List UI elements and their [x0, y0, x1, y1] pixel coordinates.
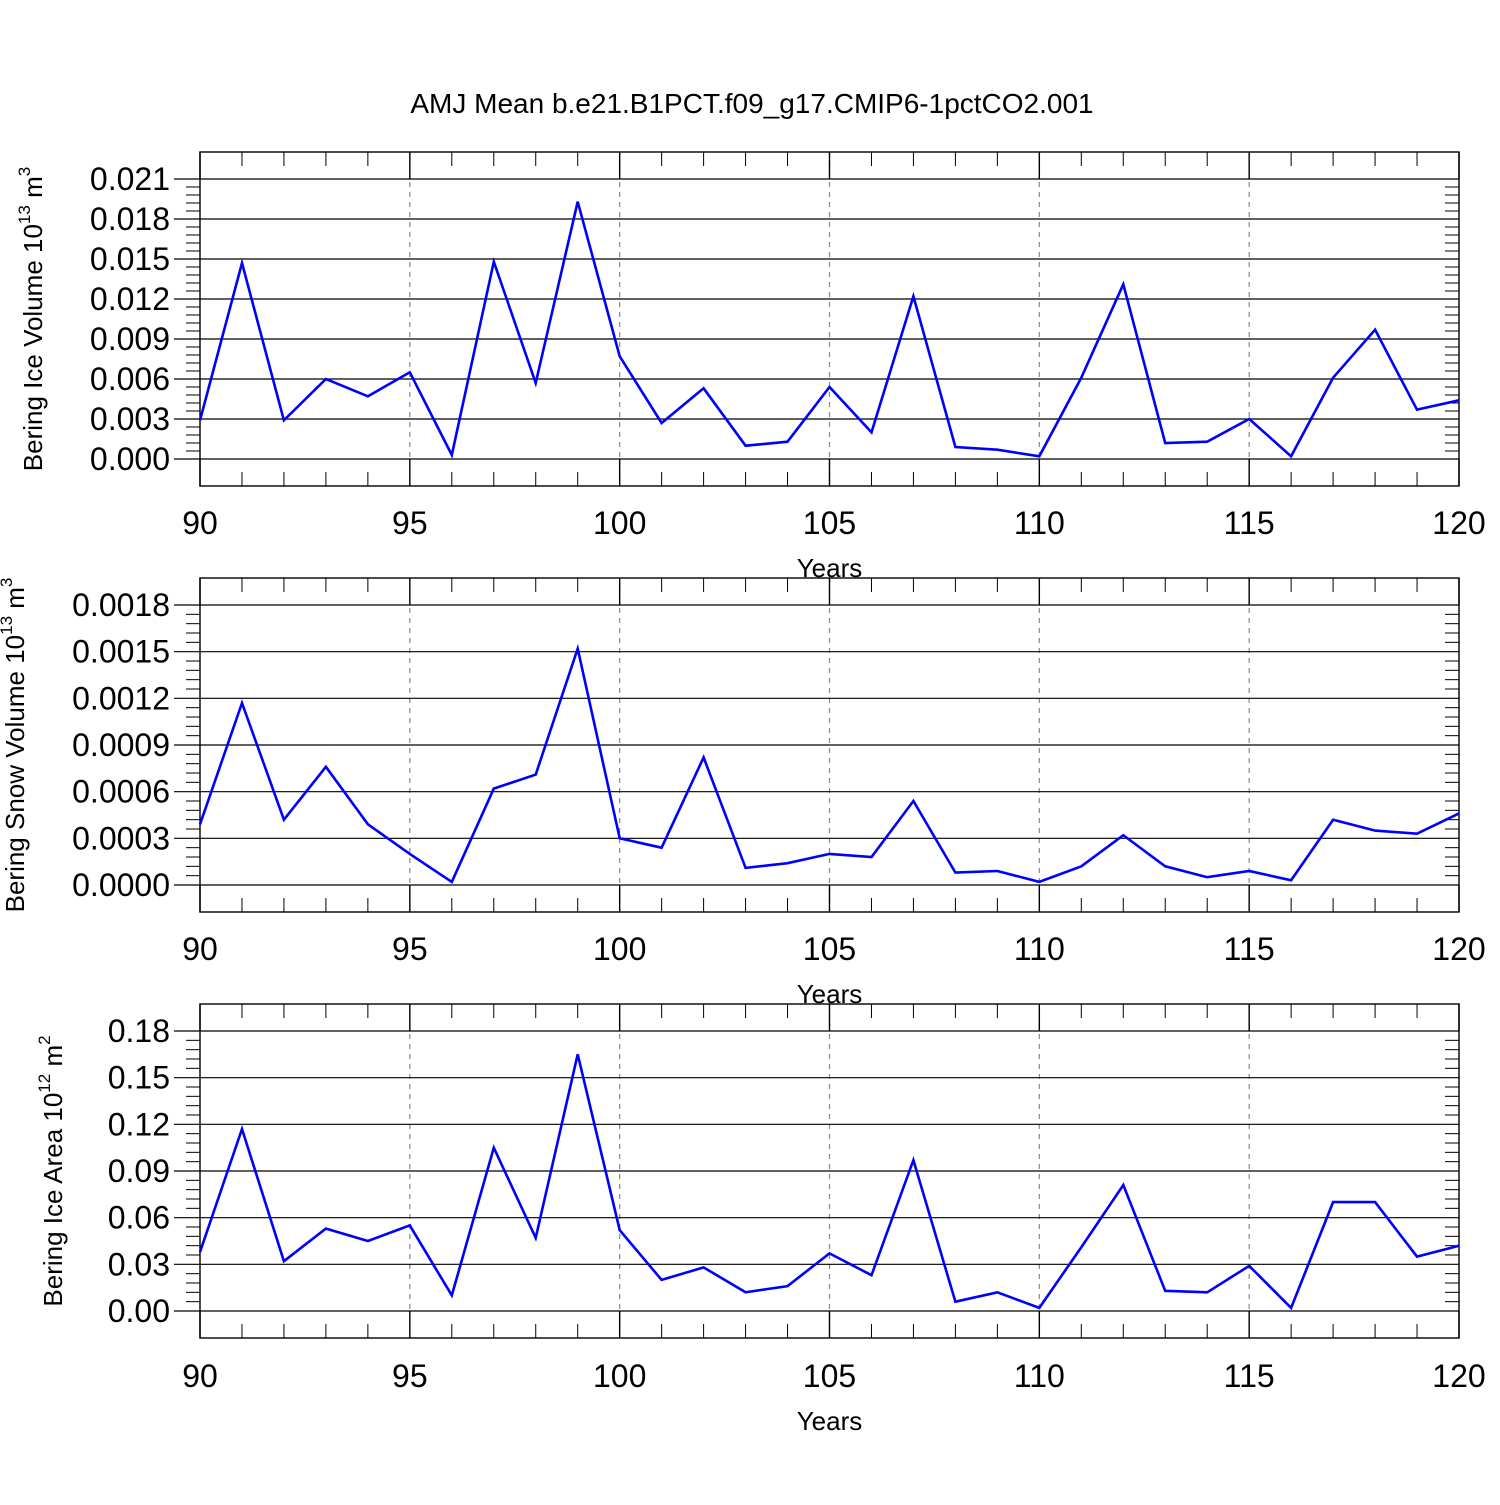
x-tick-label: 120: [1432, 505, 1485, 541]
y-tick-label: 0.012: [90, 281, 170, 317]
x-tick-label: 105: [803, 1358, 856, 1394]
y-axis-label: Bering Ice Volume 1013 m3: [15, 167, 48, 471]
y-tick-label: 0.03: [108, 1246, 170, 1282]
y-axis-label: Bering Ice Area 1012 m2: [35, 1035, 68, 1306]
y-tick-label: 0.0006: [72, 774, 170, 810]
y-tick-label: 0.006: [90, 361, 170, 397]
x-tick-label: 100: [593, 505, 646, 541]
y-axis-label-unit-exponent: 2: [35, 1035, 54, 1044]
y-axis-label-unit-exponent: 3: [0, 578, 16, 587]
x-tick-label: 120: [1432, 931, 1485, 967]
series-line: [200, 202, 1459, 457]
x-tick-label: 105: [803, 931, 856, 967]
y-tick-label: 0.009: [90, 321, 170, 357]
y-axis-label-exponent: 13: [15, 205, 34, 224]
y-tick-label: 0.003: [90, 401, 170, 437]
y-axis-label-unit: m: [38, 1045, 68, 1074]
y-tick-label: 0.0000: [72, 867, 170, 903]
x-tick-label: 95: [392, 505, 428, 541]
x-tick-label: 110: [1014, 1358, 1065, 1394]
y-tick-label: 0.018: [90, 201, 170, 237]
x-tick-label: 90: [182, 931, 218, 967]
x-axis-label: Years: [797, 1406, 863, 1436]
figure-title: AMJ Mean b.e21.B1PCT.f09_g17.CMIP6-1pctC…: [410, 88, 1093, 119]
y-axis-label-text: Bering Ice Volume 10: [18, 224, 48, 471]
y-tick-label: 0.12: [108, 1106, 170, 1142]
panel-2: 0.0000 0.0003 0.0006 0.0009 0.0012 0.0015 0.00…: [0, 578, 1486, 1009]
x-tick-label: 120: [1432, 1358, 1485, 1394]
y-axis-label-exponent: 13: [0, 616, 16, 635]
x-tick-label: 90: [182, 505, 218, 541]
y-tick-label: 0.06: [108, 1200, 170, 1236]
panel-3: 0.00 0.03 0.06 0.09 0.12 0.15 0.18 90 95 100 105 11…: [35, 1004, 1486, 1436]
x-tick-label: 105: [803, 505, 856, 541]
y-tick-label: 0.09: [108, 1153, 170, 1189]
x-tick-label: 110: [1014, 505, 1065, 541]
panel-1: 0.000 0.003 0.006 0.009 0.012 0.015 0.018 0.021…: [15, 152, 1486, 583]
y-tick-label: 0.15: [108, 1060, 170, 1096]
y-tick-label: 0.0015: [72, 634, 170, 670]
y-tick-label: 0.015: [90, 241, 170, 277]
y-axis-label-unit: m: [0, 587, 30, 616]
y-tick-label: 0.0012: [72, 680, 170, 716]
y-axis-label: Bering Snow Volume 1013 m3: [0, 578, 30, 913]
x-tick-label: 115: [1224, 1358, 1275, 1394]
y-tick-label: 0.0009: [72, 727, 170, 763]
x-tick-label: 110: [1014, 931, 1065, 967]
y-tick-label: 0.00: [108, 1293, 170, 1329]
x-tick-label: 115: [1224, 505, 1275, 541]
x-tick-label: 95: [392, 931, 428, 967]
y-axis-label-text: Bering Ice Area 10: [38, 1093, 68, 1307]
x-tick-label: 95: [392, 1358, 428, 1394]
y-axis-label-text: Bering Snow Volume 10: [0, 635, 30, 913]
y-tick-label: 0.0018: [72, 587, 170, 623]
y-tick-label: 0.0003: [72, 820, 170, 856]
series-line: [200, 649, 1459, 882]
x-tick-label: 100: [593, 1358, 646, 1394]
y-tick-label: 0.18: [108, 1013, 170, 1049]
series-line: [200, 1054, 1459, 1308]
y-tick-label: 0.021: [90, 161, 170, 197]
x-tick-label: 100: [593, 931, 646, 967]
x-tick-label: 90: [182, 1358, 218, 1394]
y-tick-label: 0.000: [90, 441, 170, 477]
x-tick-label: 115: [1224, 931, 1275, 967]
y-axis-label-unit-exponent: 3: [15, 167, 34, 176]
y-axis-label-unit: m: [18, 176, 48, 205]
y-axis-label-exponent: 12: [35, 1074, 54, 1093]
